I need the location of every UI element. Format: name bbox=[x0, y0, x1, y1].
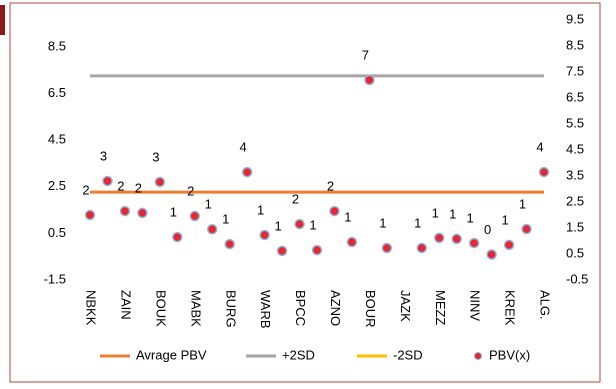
x-tick-label: WARB bbox=[258, 290, 273, 329]
data-point bbox=[172, 231, 183, 243]
data-label: 4 bbox=[240, 140, 247, 155]
legend-label: -2SD bbox=[393, 347, 423, 362]
data-point bbox=[486, 249, 497, 260]
data-point bbox=[364, 74, 375, 86]
data-label: 3 bbox=[152, 149, 159, 164]
y-tick-label: 6.5 bbox=[48, 85, 66, 100]
x-tick-label: MABK bbox=[188, 290, 203, 327]
data-point bbox=[102, 175, 113, 187]
x-tick-label: KREK bbox=[503, 290, 518, 326]
data-label: 1 bbox=[519, 196, 526, 211]
data-label: 1 bbox=[414, 215, 421, 230]
data-point bbox=[259, 229, 270, 241]
data-point bbox=[346, 236, 358, 248]
data-point bbox=[276, 245, 288, 257]
data-label: 1 bbox=[501, 212, 508, 227]
y2-tick-label: 3.5 bbox=[566, 167, 584, 182]
y2-tick-label: -0.5 bbox=[566, 271, 588, 286]
data-point bbox=[224, 238, 235, 250]
data-label: 1 bbox=[170, 205, 177, 220]
y-tick-label: 0.5 bbox=[48, 225, 66, 240]
data-point bbox=[503, 239, 515, 251]
y-tick-label: 2.5 bbox=[48, 178, 66, 193]
legend-label: +2SD bbox=[282, 347, 315, 362]
data-label: 7 bbox=[362, 47, 369, 62]
data-point bbox=[294, 218, 305, 230]
data-label: 2 bbox=[117, 179, 124, 194]
y-tick-label: 8.5 bbox=[48, 38, 66, 53]
x-tick-label: BPCC bbox=[293, 290, 308, 326]
y2-tick-label: 1.5 bbox=[566, 219, 584, 234]
x-tick-label: ALG. bbox=[538, 290, 553, 320]
y2-tick-label: 8.5 bbox=[566, 37, 584, 52]
data-point bbox=[521, 223, 532, 235]
x-tick-label: ZAIN bbox=[118, 290, 133, 320]
edge-decoration bbox=[0, 5, 5, 35]
data-point bbox=[206, 224, 218, 235]
data-point bbox=[538, 166, 550, 178]
data-label: 1 bbox=[449, 206, 456, 221]
data-point bbox=[468, 237, 480, 249]
y2-tick-label: 7.5 bbox=[566, 63, 584, 78]
data-label: 2 bbox=[135, 180, 142, 195]
y2-tick-label: 0.5 bbox=[566, 245, 584, 260]
data-label: 1 bbox=[222, 212, 229, 227]
y2-tick-label: 9.5 bbox=[566, 11, 584, 26]
x-tick-label: BOUK bbox=[153, 290, 168, 327]
data-point bbox=[433, 232, 445, 244]
data-point bbox=[137, 207, 148, 219]
x-tick-label: MEZZ bbox=[433, 290, 448, 325]
data-point bbox=[241, 166, 253, 178]
data-point bbox=[381, 242, 393, 254]
data-point bbox=[154, 176, 166, 188]
y2-tick-label: 6.5 bbox=[566, 89, 584, 104]
data-label: 2 bbox=[187, 183, 194, 198]
data-point bbox=[119, 205, 131, 217]
data-label: 1 bbox=[274, 218, 281, 233]
data-label: 1 bbox=[257, 202, 264, 217]
data-label: 1 bbox=[432, 205, 439, 220]
legend-label: Avrage PBV bbox=[136, 347, 207, 362]
x-tick-label: NINV bbox=[468, 290, 483, 321]
x-tick-label: JAZK bbox=[398, 290, 413, 322]
y-tick-label: 4.5 bbox=[48, 132, 66, 147]
x-tick-label: BURG bbox=[223, 290, 238, 328]
data-point bbox=[416, 242, 428, 254]
y-tick-label: -1.5 bbox=[44, 271, 66, 286]
data-point bbox=[329, 205, 340, 217]
data-label: 4 bbox=[536, 140, 543, 155]
plot-area bbox=[84, 74, 550, 260]
data-label: 0 bbox=[484, 222, 491, 237]
data-label: 1 bbox=[309, 218, 316, 233]
data-label: 2 bbox=[82, 182, 89, 197]
data-point bbox=[451, 233, 462, 245]
y2-tick-label: 2.5 bbox=[566, 193, 584, 208]
x-tick-label: BOUR bbox=[363, 290, 378, 328]
data-point bbox=[189, 210, 201, 222]
data-label: 2 bbox=[327, 179, 334, 194]
data-label: 1 bbox=[379, 215, 386, 230]
legend-marker bbox=[474, 352, 482, 360]
legend-label: PBV(x) bbox=[489, 347, 530, 362]
x-tick-label: AZNO bbox=[328, 290, 343, 326]
data-point bbox=[84, 209, 96, 221]
data-label: 1 bbox=[467, 211, 474, 226]
data-point bbox=[311, 244, 323, 256]
y2-tick-label: 5.5 bbox=[566, 115, 584, 130]
data-label: 3 bbox=[100, 148, 107, 163]
y2-tick-label: 4.5 bbox=[566, 141, 584, 156]
data-label: 2 bbox=[292, 192, 299, 207]
data-label: 1 bbox=[205, 197, 212, 212]
data-label: 1 bbox=[344, 209, 351, 224]
x-tick-label: NBKK bbox=[84, 290, 99, 326]
